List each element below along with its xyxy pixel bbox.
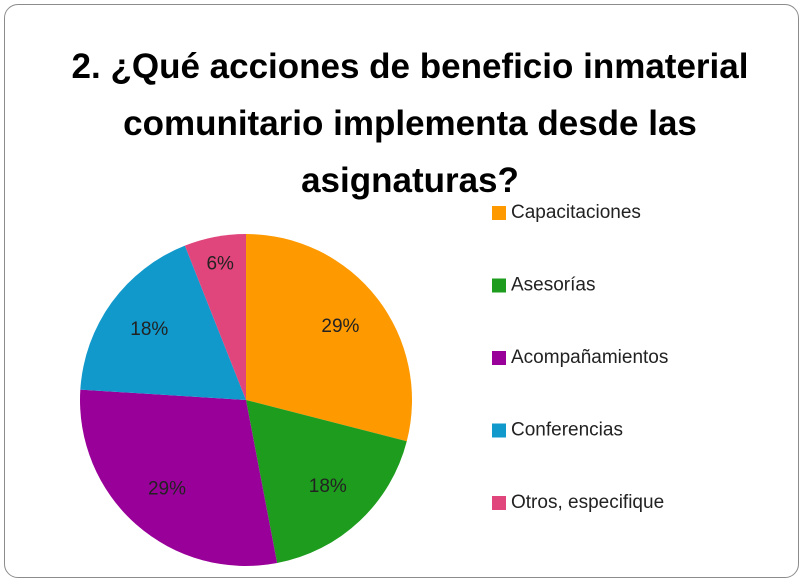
data-label: 29% [148, 479, 186, 500]
legend-swatch [492, 423, 506, 438]
pie-slice [246, 234, 412, 442]
legend-swatch [492, 278, 506, 293]
pie-slice [184, 234, 246, 400]
legend-label: Capacitaciones [511, 202, 641, 223]
legend-swatch [492, 206, 506, 220]
chart-title: 2. ¿Qué acciones de beneficio inmaterial… [71, 47, 749, 200]
chart-frame [4, 4, 799, 578]
legend-label: Asesorías [511, 275, 595, 296]
legend-label: Acompañamientos [511, 347, 668, 368]
legend-swatch [492, 351, 506, 365]
data-label: 6% [206, 254, 234, 275]
data-label: 18% [130, 319, 168, 340]
legend-label: Conferencias [511, 420, 623, 441]
pie-slice [79, 389, 278, 566]
pie-slice [80, 245, 246, 400]
data-label: 29% [321, 316, 359, 337]
legend-swatch [492, 496, 506, 510]
legend-label: Otros, especifique [511, 492, 664, 513]
data-label: 18% [309, 476, 347, 497]
pie-slice [246, 400, 407, 564]
